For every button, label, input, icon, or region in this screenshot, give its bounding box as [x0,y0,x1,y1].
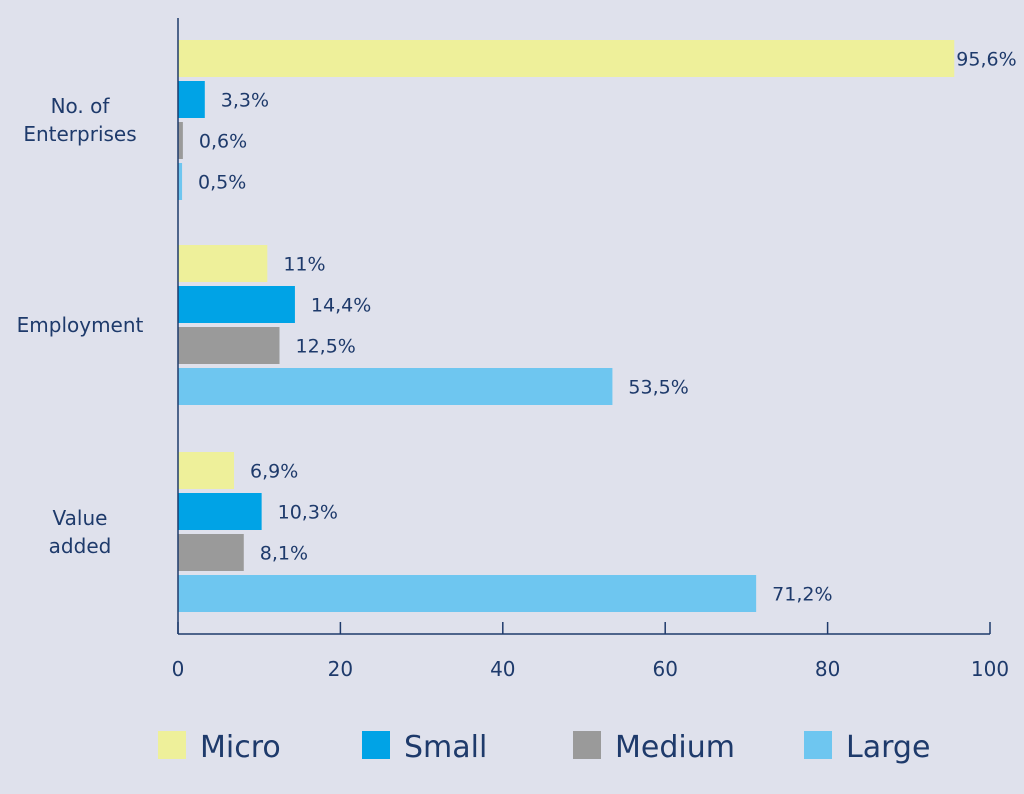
bar-large-0 [178,163,183,200]
x-tick-label: 100 [971,657,1009,681]
x-tick-label: 20 [328,657,353,681]
category-label: No. of Enterprises [23,94,136,146]
x-tick-label: 40 [490,657,515,681]
bar-value-label: 0,5% [198,172,246,194]
bar-micro-0 [178,40,955,77]
bar-value-label: 14,4% [311,295,371,317]
bar-value-label: 6,9% [250,461,298,483]
bar-labels-group: 95,6% 3,3% 0,6% 0,5% 11% 14,4% 12,5% 53,5% 6,9% 1… [198,49,1017,606]
bar-medium-2 [178,534,244,571]
bar-value-label: 0,6% [199,131,247,153]
x-tick-label: 60 [652,657,677,681]
x-tick-label: 80 [815,657,840,681]
legend-label-micro: Micro [200,730,281,765]
bar-value-label: 95,6% [956,49,1016,71]
bar-micro-2 [178,452,235,489]
bar-value-label: 10,3% [278,502,338,524]
legend-label-medium: Medium [615,730,735,765]
bar-value-label: 71,2% [772,584,832,606]
bar-large-2 [178,575,757,612]
legend-label-large: Large [846,730,930,765]
bar-value-label: 12,5% [296,336,356,358]
bar-small-2 [178,493,262,530]
bar-small-0 [178,81,205,118]
bar-value-label: 53,5% [628,377,688,399]
legend-label-small: Small [404,730,487,765]
bar-value-label: 11% [283,254,325,276]
legend-swatch-large [804,731,832,759]
bar-medium-1 [178,327,280,364]
category-label: Value added [49,506,112,558]
bar-small-1 [178,286,295,323]
bar-large-1 [178,368,613,405]
legend-swatch-medium [573,731,601,759]
category-label: Employment [17,313,144,337]
bar-value-label: 8,1% [260,543,308,565]
bar-value-label: 3,3% [221,90,269,112]
legend: Micro Small Medium Large [158,730,930,765]
bars-group [178,40,955,612]
x-tick-label: 0 [172,657,185,681]
category-labels-group: No. of Enterprises Employment Value added [17,94,144,558]
bar-micro-1 [178,245,268,282]
legend-swatch-small [362,731,390,759]
bar-medium-0 [178,122,183,159]
legend-swatch-micro [158,731,186,759]
axes-group: 0 20 40 60 80 100 [172,18,1009,681]
